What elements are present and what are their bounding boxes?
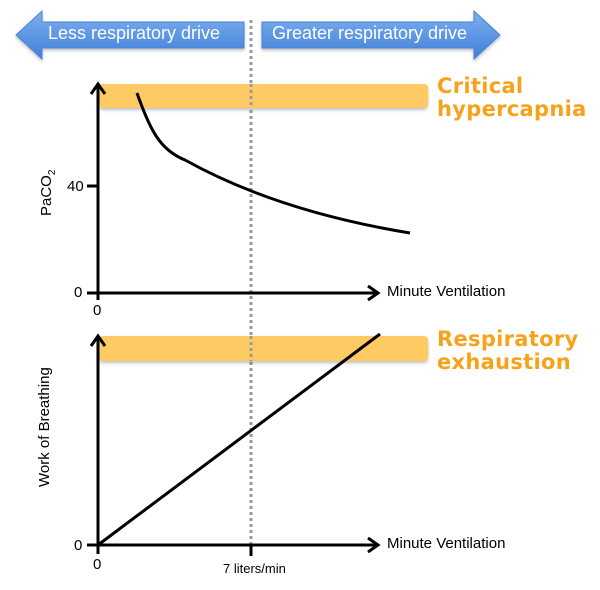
band-label-line1: Critical bbox=[437, 74, 524, 98]
greater-drive-arrow bbox=[261, 9, 501, 61]
work-of-breathing-line bbox=[97, 332, 381, 547]
bottom-x-axis-label: Minute Ventilation bbox=[387, 535, 506, 552]
less-drive-label: Less respiratory drive bbox=[48, 23, 221, 43]
paco2-text: PaCO bbox=[38, 175, 55, 216]
paco2-subscript: 2 bbox=[47, 169, 58, 176]
critical-hypercapnia-band bbox=[99, 84, 428, 108]
bottom-chart-axes bbox=[87, 333, 381, 556]
critical-hypercapnia-label: Critical hypercapnia bbox=[437, 75, 587, 121]
top-y-tick-0: 0 bbox=[74, 284, 83, 301]
respiratory-exhaustion-label: Respiratory exhaustion bbox=[437, 328, 578, 374]
bottom-y-tick-0: 0 bbox=[74, 537, 83, 554]
band-label-line1: Respiratory bbox=[437, 327, 579, 351]
bottom-x-tick-7: 7 liters/min bbox=[223, 561, 286, 576]
top-x-tick-0: 0 bbox=[93, 302, 102, 319]
top-y-axis-label: PaCO2 bbox=[38, 170, 58, 216]
less-drive-arrow bbox=[15, 9, 245, 61]
top-y-tick-40: 40 bbox=[67, 178, 84, 195]
bottom-x-tick-0: 0 bbox=[93, 556, 102, 573]
top-x-axis-label: Minute Ventilation bbox=[387, 283, 506, 300]
paco2-curve bbox=[135, 92, 411, 235]
respiratory-exhaustion-band bbox=[99, 336, 428, 361]
band-label-line2: exhaustion bbox=[437, 350, 571, 374]
band-label-line2: hypercapnia bbox=[437, 97, 587, 121]
greater-drive-label: Greater respiratory drive bbox=[272, 23, 468, 43]
top-chart-axes bbox=[87, 81, 381, 302]
bottom-y-axis-label: Work of Breathing bbox=[36, 367, 53, 487]
